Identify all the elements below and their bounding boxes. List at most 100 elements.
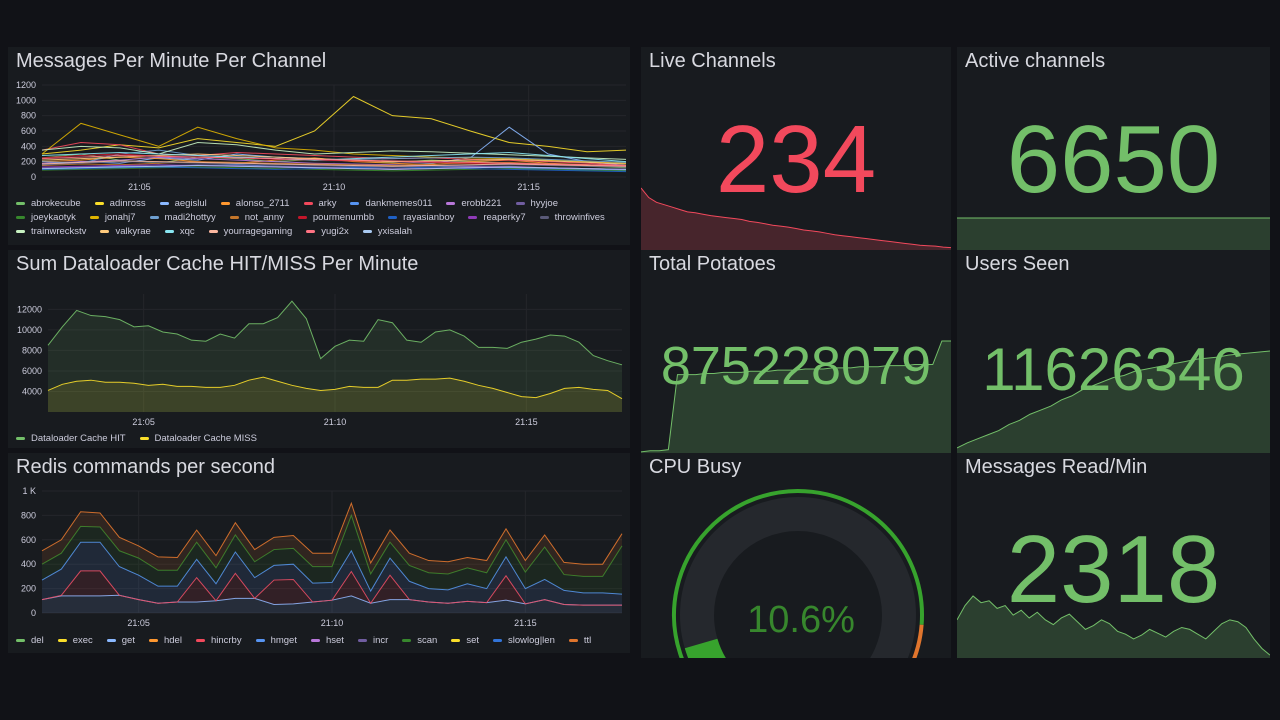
series-area-ttl <box>42 503 622 577</box>
active-channels-sparkline <box>957 217 1270 250</box>
legend-item[interactable]: exec <box>57 635 93 646</box>
legend-swatch <box>89 216 99 219</box>
x-tick-label: 21:05 <box>128 182 151 192</box>
legend-label: reaperky7 <box>483 212 526 223</box>
legend-item[interactable]: throwinfives <box>539 212 605 223</box>
live-channels-sparkline <box>641 187 951 250</box>
series-line-throwinfives <box>41 161 627 168</box>
legend-swatch <box>357 639 367 642</box>
sparkline-line <box>957 350 1270 449</box>
y-tick-label: 0 <box>31 608 36 618</box>
legend-item[interactable]: not_anny <box>229 212 284 223</box>
series-line-arky <box>41 141 627 166</box>
live-channels-value: 234 <box>715 106 877 213</box>
legend-label: aegislul <box>174 198 207 209</box>
legend-item[interactable]: hset <box>310 635 344 646</box>
panel-title: Total Potatoes <box>649 253 776 275</box>
legend-item[interactable]: slowlog|len <box>493 635 555 646</box>
total-potatoes-panel: Total Potatoes 875228079 <box>641 250 951 453</box>
legend-swatch <box>446 202 456 205</box>
legend-item[interactable]: alonso_2711 <box>220 198 290 209</box>
legend-item[interactable]: trainwreckstv <box>16 226 86 237</box>
sparkline-line <box>957 595 1270 656</box>
panel-title: Active channels <box>965 50 1106 72</box>
x-tick-label: 21:15 <box>517 182 540 192</box>
legend-label: jonahj7 <box>104 212 136 223</box>
legend-item[interactable]: hmget <box>255 635 297 646</box>
legend-item[interactable]: yugi2x <box>306 226 349 237</box>
y-tick-label: 600 <box>21 126 36 136</box>
legend-item[interactable]: Dataloader Cache HIT <box>16 433 126 444</box>
legend-swatch <box>94 202 104 205</box>
users-seen-sparkline <box>957 350 1270 453</box>
legend-item[interactable]: erobb221 <box>446 198 502 209</box>
legend-swatch <box>229 216 239 219</box>
legend-item[interactable]: jonahj7 <box>89 212 136 223</box>
legend-swatch <box>100 230 110 233</box>
legend-item[interactable]: ttl <box>568 635 591 646</box>
y-tick-label: 200 <box>21 157 36 167</box>
legend-label: hmget <box>270 635 297 646</box>
y-tick-label: 200 <box>21 584 36 594</box>
legend-label: rayasianboy <box>403 212 455 223</box>
legend-label: Dataloader Cache HIT <box>31 433 126 444</box>
live-channels-panel: Live Channels 234 <box>641 47 951 250</box>
legend-item[interactable]: Dataloader Cache MISS <box>139 433 257 444</box>
y-tick-label: 0 <box>31 172 36 182</box>
legend-item[interactable]: scan <box>402 635 437 646</box>
legend-item[interactable]: aegislul <box>159 198 207 209</box>
legend-label: yugi2x <box>321 226 349 237</box>
legend-item[interactable]: xqc <box>164 226 195 237</box>
legend-item[interactable]: madi2hottyy <box>149 212 216 223</box>
legend-item[interactable]: rayasianboy <box>388 212 454 223</box>
legend-item[interactable]: joeykaotyk <box>16 212 76 223</box>
messages-read-panel: Messages Read/Min 2318 <box>957 453 1270 658</box>
legend-label: joeykaotyk <box>31 212 76 223</box>
legend-label: slowlog|len <box>508 635 555 646</box>
legend-item[interactable]: dankmemes011 <box>350 198 432 209</box>
legend-swatch <box>16 437 25 440</box>
legend-item[interactable]: pourmenumbb <box>297 212 374 223</box>
series-line-yugi2x <box>41 155 627 166</box>
legend-item[interactable]: set <box>451 635 479 646</box>
y-tick-label: 400 <box>21 559 36 569</box>
legend-label: set <box>466 635 480 646</box>
panel-title: Messages Per Minute Per Channel <box>16 50 327 72</box>
legend-swatch <box>297 216 307 219</box>
legend-swatch <box>306 230 316 233</box>
legend-item[interactable]: hdel <box>148 635 182 646</box>
legend-label: erobb221 <box>461 198 502 209</box>
legend-swatch <box>148 639 158 642</box>
legend-item[interactable]: valkyrae <box>100 226 151 237</box>
threshold-orange <box>912 624 924 658</box>
legend-swatch <box>164 230 174 233</box>
series-line-ttl <box>41 501 623 565</box>
legend-item[interactable]: incr <box>357 635 388 646</box>
legend-item[interactable]: hyyjoe <box>515 198 558 209</box>
legend-item[interactable]: yourragegaming <box>208 226 292 237</box>
legend-swatch <box>451 639 461 642</box>
legend-item[interactable]: get <box>106 635 135 646</box>
legend-item[interactable]: hincrby <box>195 635 242 646</box>
legend-item[interactable]: yxisalah <box>362 226 412 237</box>
y-tick-label: 1000 <box>16 95 36 105</box>
threshold-green <box>672 489 924 658</box>
legend-swatch <box>208 230 218 233</box>
sparkline-area <box>641 341 951 453</box>
series-line-Dataloader Cache HIT <box>47 300 623 366</box>
legend-item[interactable]: adinross <box>94 198 146 209</box>
legend-item[interactable]: arky <box>303 198 336 209</box>
legend-swatch <box>388 216 398 219</box>
legend-swatch <box>568 639 578 642</box>
x-tick-label: 21:10 <box>324 417 347 427</box>
legend-item[interactable]: abrokecube <box>16 198 81 209</box>
legend-swatch <box>16 639 25 642</box>
gauge-fill <box>684 638 726 658</box>
x-tick-label: 21:10 <box>323 182 346 192</box>
legend-item[interactable]: del <box>16 635 44 646</box>
sparkline-area <box>957 351 1270 453</box>
legend-swatch <box>195 639 205 642</box>
legend-item[interactable]: reaperky7 <box>468 212 526 223</box>
legend-swatch <box>362 230 372 233</box>
x-tick-label: 21:05 <box>127 618 150 628</box>
